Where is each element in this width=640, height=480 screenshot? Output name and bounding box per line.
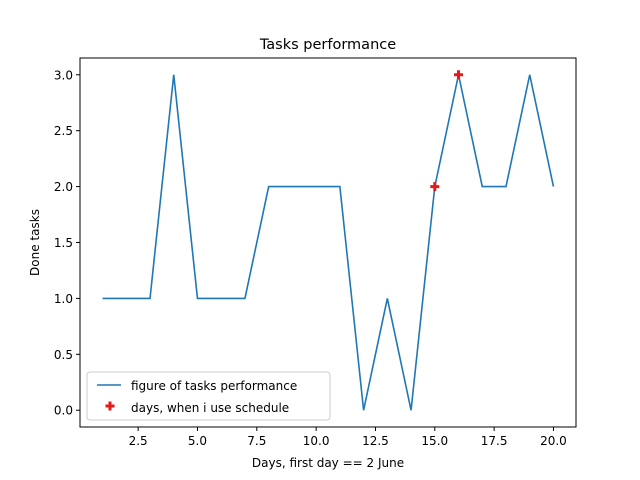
- y-axis-ticks: 0.0 0.5 1.0 1.5 2.0 2.5 3.0: [54, 68, 80, 418]
- legend-box: [86, 371, 331, 421]
- schedule-day-plus-marker: [430, 182, 440, 192]
- series-line-tasks-performance: [102, 74, 555, 411]
- y-axis-title: Done tasks: [28, 209, 42, 276]
- schedule-day-plus-marker: [454, 70, 464, 80]
- y-tick-label: 3.0: [54, 68, 73, 82]
- y-tick-label: 2.5: [54, 124, 73, 138]
- legend-label-tasks-performance: figure of tasks performance: [131, 379, 297, 393]
- y-tick-label: 2.0: [54, 180, 73, 194]
- series-layer: [102, 70, 555, 411]
- x-tick-label: 20.0: [540, 434, 567, 448]
- y-tick-label: 0.0: [54, 404, 73, 418]
- x-axis-ticks: 2.5 5.0 7.5 10.0 12.5 15.0 17.5 20.0: [129, 427, 567, 448]
- y-tick-label: 1.0: [54, 292, 73, 306]
- x-tick-label: 7.5: [247, 434, 266, 448]
- y-tick-label: 1.5: [54, 236, 73, 250]
- plot-area-frame: [79, 57, 577, 428]
- x-tick-label: 10.0: [303, 434, 330, 448]
- legend: figure of tasks performance days, when i…: [86, 371, 331, 421]
- x-tick-label: 15.0: [421, 434, 448, 448]
- x-tick-label: 12.5: [362, 434, 389, 448]
- x-tick-label: 17.5: [481, 434, 508, 448]
- x-tick-label: 2.5: [129, 434, 148, 448]
- legend-plus-marker-swatch: [105, 401, 115, 411]
- y-tick-label: 0.5: [54, 348, 73, 362]
- x-axis-title: Days, first day == 2 June: [252, 456, 404, 470]
- legend-label-schedule-days: days, when i use schedule: [131, 401, 289, 415]
- chart-title: Tasks performance: [259, 37, 396, 53]
- x-tick-label: 5.0: [188, 434, 207, 448]
